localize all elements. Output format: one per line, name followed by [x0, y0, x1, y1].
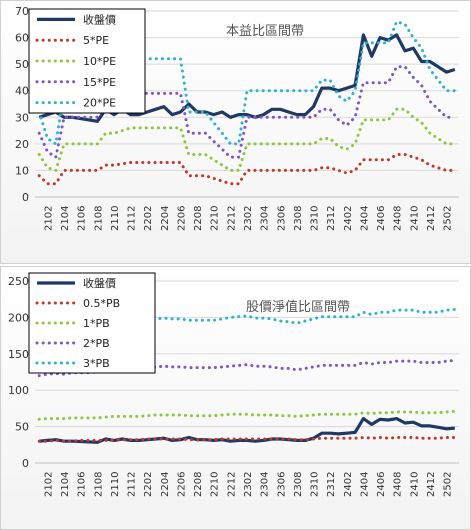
y-tick-label: 30: [15, 111, 29, 124]
y-tick-label: 100: [8, 384, 29, 397]
x-tick-label: 2412: [426, 206, 437, 231]
legend-entry: 收盤價: [83, 276, 116, 290]
legend-entry: 2*PB: [83, 337, 110, 350]
series-line-3: [37, 65, 457, 160]
x-tick-label: 2410: [409, 206, 420, 231]
x-tick-label: 2104: [60, 472, 71, 497]
x-tick-label: 2402: [343, 472, 354, 497]
legend-entry: 1*PB: [83, 317, 110, 330]
series-line-3: [37, 358, 457, 378]
y-tick-label: 50: [15, 58, 29, 71]
x-tick-label: 2110: [110, 472, 121, 497]
pe-band-chart: 0 10 20 30 40 50 60 70 2102 2104 2106 2108 2110 2112 2…: [15, 5, 459, 231]
pb-band-chart-panel: 0 50 100 150 200 250 2102 2104 2106 2108 2110 2112 2…: [0, 266, 471, 530]
legend-entry: 收盤價: [83, 12, 116, 26]
x-tick-label: 2310: [310, 472, 321, 497]
series-line-4: [37, 19, 457, 147]
x-tick-label: 2306: [276, 472, 287, 497]
chart-title: 股價淨值比區間帶: [246, 299, 350, 315]
y-tick-label: 150: [8, 348, 29, 361]
y-tick-label: 20: [15, 138, 29, 151]
y-tick-label: 60: [15, 32, 29, 45]
x-tick-label: 2406: [376, 206, 387, 231]
x-tick-label: 2310: [310, 206, 321, 231]
x-tick-label: 2210: [210, 206, 221, 231]
pe-band-chart-panel: 0 10 20 30 40 50 60 70 2102 2104 2106 2108 2110 2112 2…: [0, 0, 471, 264]
x-tick-label: 2302: [243, 472, 254, 497]
legend-entry: 5*PE: [83, 34, 109, 47]
x-tick-label: 2104: [60, 206, 71, 231]
x-tick-label: 2212: [226, 206, 237, 231]
x-tick-label: 2106: [77, 206, 88, 231]
series-line-1: [37, 153, 457, 186]
y-tick-label: 10: [15, 164, 29, 177]
x-tick-label: 2406: [376, 472, 387, 497]
x-tick-label: 2206: [176, 206, 187, 231]
x-tick-label: 2302: [243, 206, 254, 231]
x-tick-label: 2208: [193, 206, 204, 231]
x-tick-label: 2306: [276, 206, 287, 231]
x-tick-label: 2212: [226, 472, 237, 497]
series-line-1: [37, 435, 457, 443]
x-tick-label: 2408: [393, 206, 404, 231]
x-tick-label: 2304: [260, 472, 271, 497]
y-tick-label: 50: [15, 421, 29, 434]
legend-entry: 0.5*PB: [83, 297, 120, 310]
x-tick-label: 2204: [160, 206, 171, 231]
x-tick-label: 2312: [326, 206, 337, 231]
y-tick-label: 0: [22, 191, 29, 204]
y-tick-label: 70: [15, 5, 29, 18]
x-tick-label: 2412: [426, 472, 437, 497]
x-tick-label: 2502: [443, 472, 454, 497]
x-tick-label: 2210: [210, 472, 221, 497]
x-tick-label: 2102: [43, 472, 54, 497]
series-line-2: [37, 107, 457, 173]
x-tick-label: 2308: [293, 472, 304, 497]
x-tick-label: 2108: [93, 206, 104, 231]
legend-entry: 20*PE: [83, 97, 116, 110]
x-tick-label: 2202: [143, 206, 154, 231]
x-tick-label: 2112: [127, 206, 138, 231]
x-tick-label: 2204: [160, 472, 171, 497]
legend-entry: 15*PE: [83, 76, 116, 89]
x-tick-label: 2106: [77, 472, 88, 497]
x-tick-label: 2110: [110, 206, 121, 231]
x-tick-label: 2404: [359, 472, 370, 497]
y-tick-label: 250: [8, 275, 29, 288]
x-tick-label: 2112: [127, 472, 138, 497]
series-line-2: [37, 409, 457, 421]
x-tick-label: 2102: [43, 206, 54, 231]
x-tick-label: 2304: [260, 206, 271, 231]
legend-entry: 10*PE: [83, 55, 116, 68]
x-tick-label: 2108: [93, 472, 104, 497]
x-tick-label: 2308: [293, 206, 304, 231]
chart-title: 本益比區間帶: [226, 24, 304, 39]
x-tick-label: 2206: [176, 472, 187, 497]
x-tick-label: 2208: [193, 472, 204, 497]
y-tick-label: 40: [15, 85, 29, 98]
y-tick-label: 200: [8, 311, 29, 324]
x-tick-label: 2410: [409, 472, 420, 497]
x-tick-label: 2502: [443, 206, 454, 231]
y-tick-label: 0: [22, 457, 29, 470]
legend-entry: 3*PB: [83, 357, 110, 370]
x-tick-label: 2404: [359, 206, 370, 231]
x-tick-label: 2408: [393, 472, 404, 497]
x-tick-label: 2402: [343, 206, 354, 231]
x-tick-label: 2312: [326, 472, 337, 497]
x-tick-label: 2202: [143, 472, 154, 497]
pb-band-chart: 0 50 100 150 200 250 2102 2104 2106 2108 2110 2112 2…: [8, 272, 459, 497]
